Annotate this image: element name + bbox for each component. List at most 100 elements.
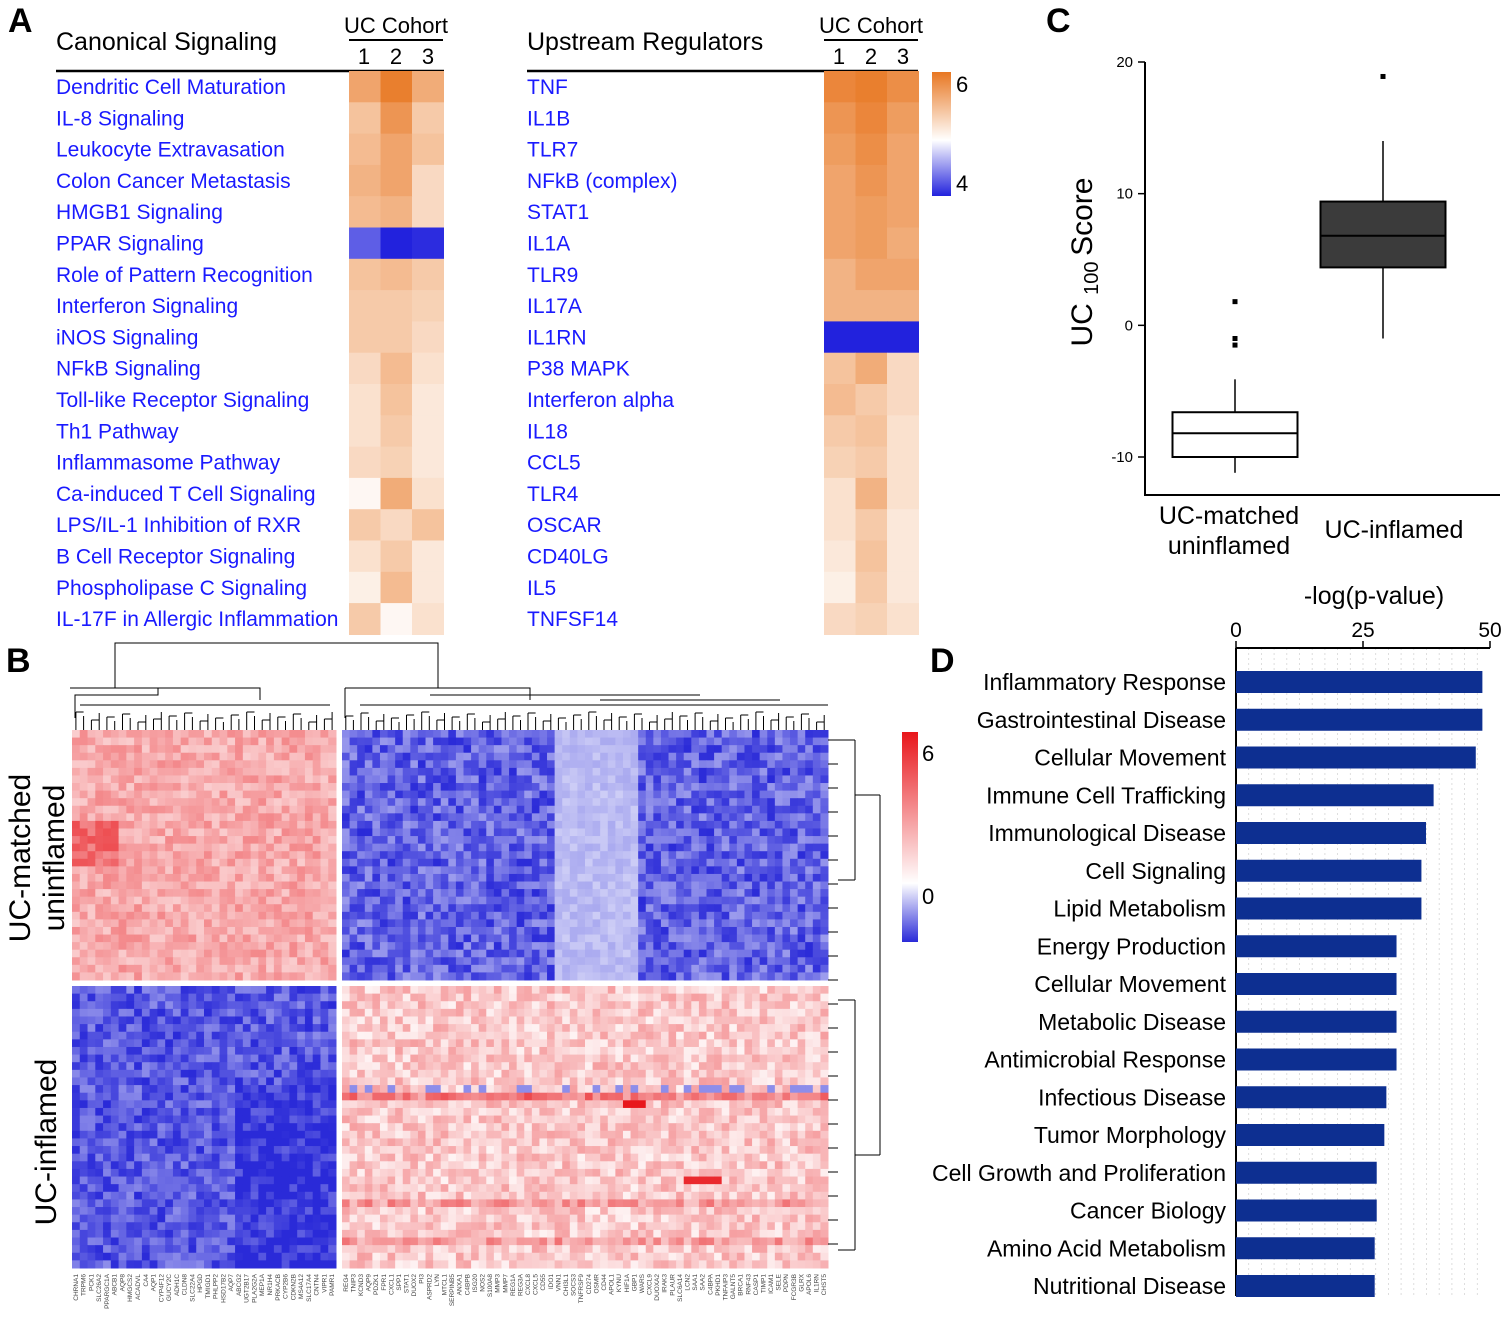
- heatmap-b-cell: [242, 964, 252, 973]
- heatmap-b-cell: [509, 904, 518, 913]
- heatmap-b-cell: [706, 934, 715, 943]
- heatmap-b-cell: [448, 926, 457, 936]
- heatmap-b-cell: [357, 1069, 366, 1078]
- heatmap-b-cell: [448, 957, 457, 966]
- heatmap-b-cell: [516, 1001, 525, 1010]
- heatmap-b-cell: [149, 866, 158, 875]
- heatmap-b-cell: [539, 1039, 548, 1048]
- heatmap-b-cell: [258, 1069, 267, 1078]
- heatmap-b-cell: [364, 775, 373, 784]
- heatmap-b-cell: [630, 896, 639, 905]
- heatmap-b-cell: [289, 1046, 298, 1056]
- heatmap-b-cell: [592, 1008, 601, 1017]
- heatmap-b-cell: [320, 881, 329, 890]
- heatmap-b-cell: [721, 911, 730, 920]
- heatmap-b-cell: [320, 730, 329, 739]
- heatmap-b-cell: [149, 993, 158, 1002]
- heatmap-b-cell: [698, 1016, 707, 1025]
- canonical-title: Canonical Signaling: [56, 28, 277, 56]
- heatmap-b-cell: [569, 1001, 578, 1010]
- heatmap-b-cell: [387, 730, 396, 739]
- heatmap-b-cell: [172, 1100, 182, 1109]
- heatmap-b-cell: [607, 873, 616, 883]
- heatmap-b-cell: [471, 1024, 480, 1033]
- heatmap-b-cell: [157, 1085, 166, 1094]
- heatmap-b-cell: [188, 745, 197, 754]
- heatmap-b-cell: [638, 798, 647, 807]
- heatmap-b-cell: [569, 760, 578, 769]
- heatmap-b-cell: [180, 760, 189, 769]
- heatmap-b-cell: [235, 783, 244, 792]
- heatmap-b-cell: [774, 934, 783, 943]
- heatmap-b-cell: [357, 745, 366, 754]
- heatmap-b-cell: [328, 957, 337, 966]
- heatmap-b-cell: [320, 942, 329, 951]
- heatmap-b-cell: [562, 1062, 571, 1071]
- heatmap-b-cell: [211, 760, 221, 769]
- heatmap-b-cell: [402, 873, 411, 883]
- heatmap-b-cell: [569, 1092, 578, 1101]
- heatmap-b-cell: [767, 949, 776, 958]
- heatmap-b-cell: [531, 1031, 540, 1040]
- heatmap-b-cell: [304, 1031, 314, 1040]
- heatmap-b-cell: [349, 889, 358, 898]
- heatmap-b-cell: [531, 767, 540, 776]
- heatmap-b-cell: [297, 851, 306, 860]
- heatmap-b-cell: [364, 926, 373, 936]
- heatmap-b-cell: [471, 775, 480, 784]
- heatmap-b-cell: [157, 949, 166, 958]
- heatmap-b-cell: [721, 783, 730, 792]
- heatmap-b-cell: [95, 964, 104, 973]
- heatmap-b-cell: [180, 926, 189, 936]
- heatmap-b-cell: [297, 919, 306, 928]
- heatmap-b-cell: [211, 1100, 221, 1109]
- heatmap-b-cell: [357, 1085, 366, 1094]
- heatmap-b-cell: [455, 737, 464, 746]
- heatmap-b-cell: [425, 820, 434, 829]
- heatmap-b-cell: [509, 752, 518, 761]
- heatmap-b-cell: [364, 1016, 373, 1025]
- heatmap-b-cell: [157, 1054, 166, 1063]
- heatmap-b-cell: [478, 911, 487, 920]
- heatmap-b-cell: [744, 993, 753, 1002]
- heatmap-b-cell: [691, 1062, 700, 1071]
- heatmap-b-cell: [126, 919, 135, 928]
- heatmap-b-cell: [266, 1039, 275, 1048]
- heatmap-b-cell: [172, 949, 182, 958]
- heatmap-b-cell: [683, 1016, 692, 1025]
- heatmap-b-cell: [165, 760, 174, 769]
- heatmap-b-cell: [219, 1107, 228, 1117]
- heatmap-b-cell: [736, 934, 745, 943]
- heatmap-b-cell: [797, 836, 806, 845]
- heatmap-b-cell: [805, 851, 814, 860]
- heatmap-b-cell: [698, 1062, 707, 1071]
- heatmap-b-cell: [638, 783, 647, 792]
- heatmap-b-cell: [402, 783, 411, 792]
- heatmap-b-cell: [509, 760, 518, 769]
- heatmap-b-cell: [402, 904, 411, 913]
- heatmap-b-cell: [691, 896, 700, 905]
- heatmap-b-cell: [721, 896, 730, 905]
- heatmap-b-cell: [455, 949, 464, 958]
- heatmap-b-cell: [562, 1046, 571, 1056]
- heatmap-b-cell: [273, 1024, 283, 1033]
- heatmap-b-cell: [364, 957, 373, 966]
- heatmap-b-cell: [744, 866, 753, 875]
- heatmap-b-cell: [357, 858, 366, 867]
- heatmap-b-cell: [471, 942, 480, 951]
- heatmap-b-cell: [242, 889, 252, 898]
- heatmap-b-cell: [569, 858, 578, 867]
- heatmap-b-cell: [273, 934, 283, 943]
- heatmap-b-cell: [569, 866, 578, 875]
- heatmap-b-cell: [759, 919, 768, 928]
- heatmap-b-cell: [622, 972, 632, 981]
- heatmap-b-cell: [304, 1085, 314, 1094]
- heatmap-b-cell: [698, 1069, 707, 1078]
- heatmap-b-cell: [790, 858, 799, 867]
- canonical-cell: [412, 321, 444, 354]
- heatmap-b-cell: [805, 737, 814, 746]
- heatmap-b-cell: [812, 1016, 821, 1025]
- heatmap-b-cell: [165, 926, 174, 936]
- heatmap-b-cell: [622, 790, 632, 799]
- heatmap-b-cell: [103, 775, 112, 784]
